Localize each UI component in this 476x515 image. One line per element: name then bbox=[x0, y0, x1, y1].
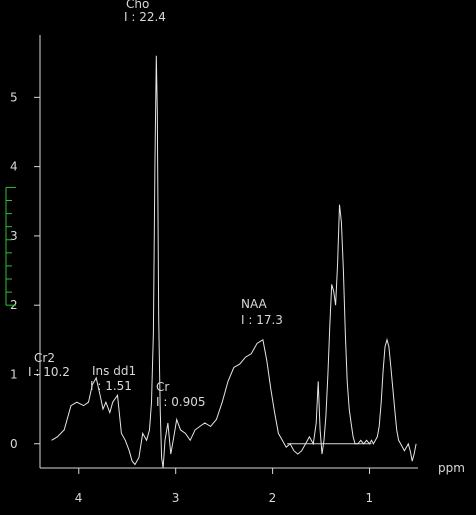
roi-marker bbox=[5, 186, 16, 306]
x-axis-label: ppm bbox=[438, 461, 465, 475]
axes bbox=[39, 35, 418, 469]
x-tick-label: 2 bbox=[269, 491, 277, 505]
y-tick-label: 0 bbox=[10, 437, 18, 451]
y-tick-label: 3 bbox=[10, 229, 18, 243]
peak-label-ins-value: I : 1.51 bbox=[90, 379, 132, 393]
peak-label-cho-value: I : 22.4 bbox=[124, 10, 166, 24]
peak-label-cho-name: Cho bbox=[126, 0, 149, 11]
peak-label-naa-value: I : 17.3 bbox=[241, 313, 283, 327]
x-tick-label: 1 bbox=[366, 491, 374, 505]
y-tick-label: 4 bbox=[10, 160, 18, 174]
peak-label-cr2-name: Cr2 bbox=[34, 351, 55, 365]
y-tick-label: 5 bbox=[10, 90, 18, 104]
y-tick-label: 1 bbox=[10, 367, 18, 381]
peak-label-cr2-value: I : 10.2 bbox=[28, 365, 70, 379]
peak-label-ins-name: Ins dd1 bbox=[92, 364, 136, 378]
peak-labels: Cho I : 22.4 NAA I : 17.3 Cr2 I : 10.2 I… bbox=[28, 0, 283, 409]
peak-label-naa-name: NAA bbox=[241, 297, 268, 311]
spectrum-line bbox=[51, 55, 417, 469]
peak-label-cr-name: Cr bbox=[156, 380, 169, 394]
peak-label-cr-value: I : 0.905 bbox=[156, 395, 206, 409]
x-tick-label: 4 bbox=[75, 491, 83, 505]
x-ticks: 4 3 2 1 bbox=[75, 468, 373, 505]
x-tick-label: 3 bbox=[172, 491, 180, 505]
